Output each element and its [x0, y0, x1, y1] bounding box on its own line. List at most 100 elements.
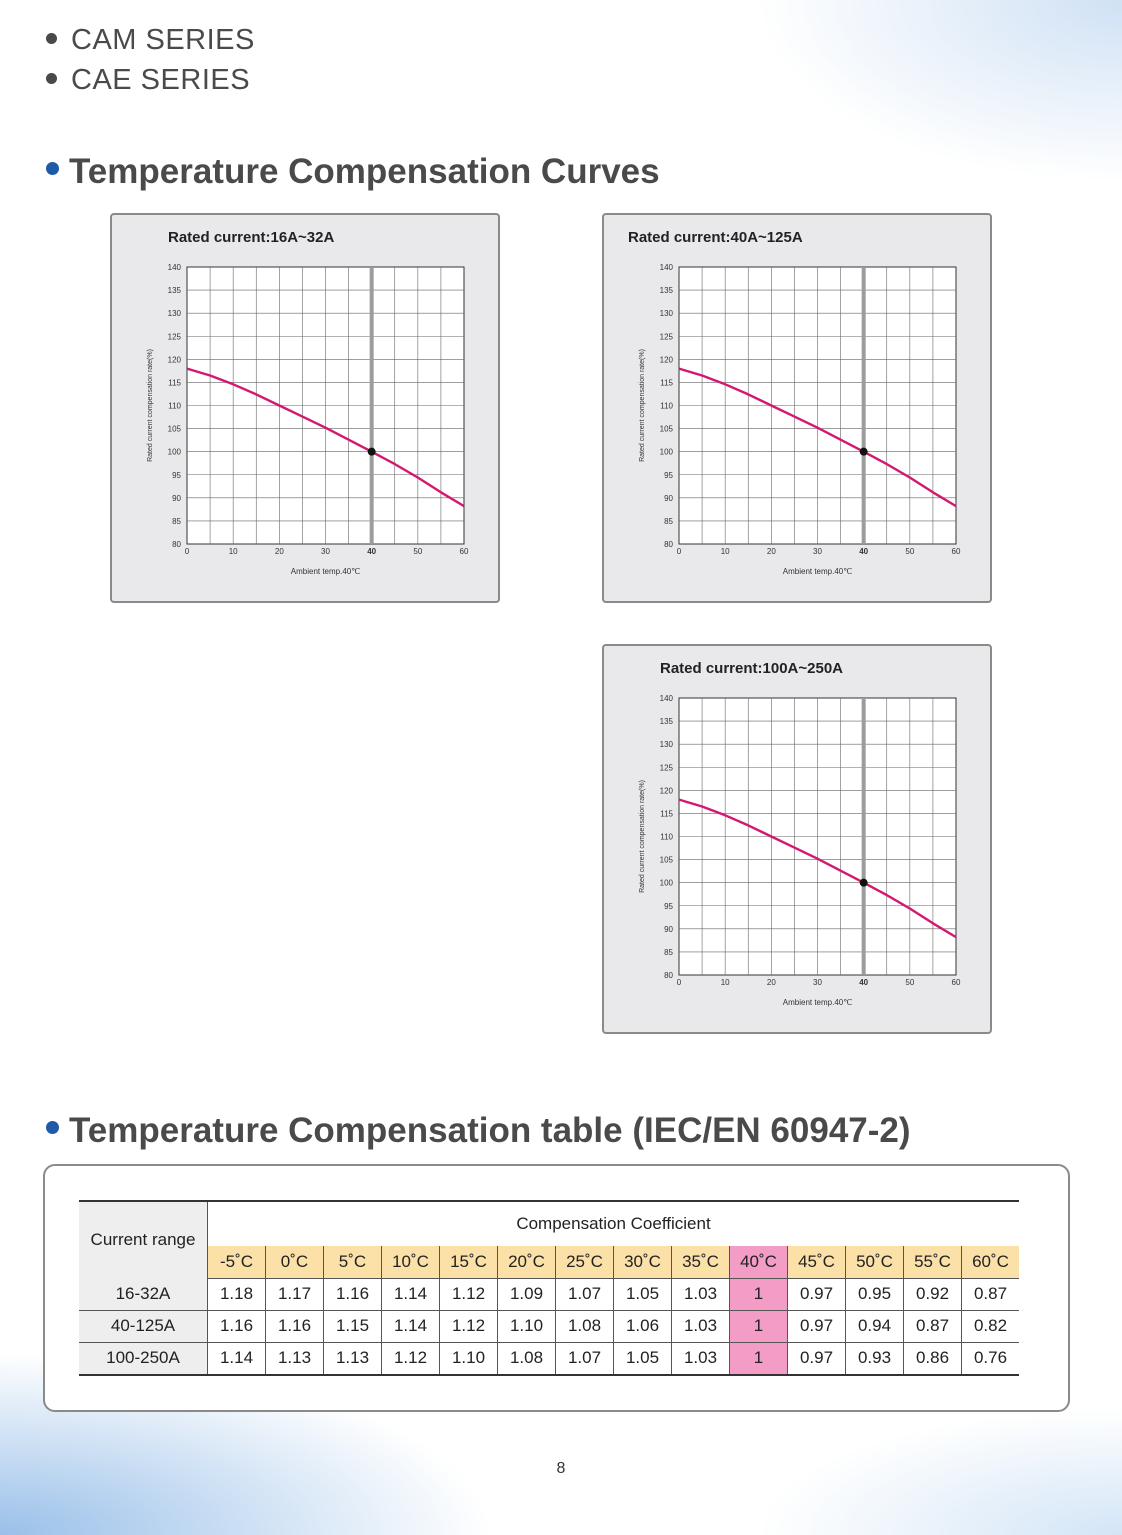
temperature-header-cell: 55˚C: [903, 1246, 962, 1279]
range-column-header: Current range: [79, 1200, 208, 1278]
y-tick-label: 100: [660, 879, 674, 888]
bullet-icon: [46, 32, 57, 44]
series-item-cam: CAM SERIES: [46, 24, 255, 57]
coefficient-cell: 1.16: [207, 1310, 266, 1343]
y-tick-label: 115: [660, 809, 673, 818]
curves-section-title: Temperature Compensation Curves: [46, 152, 660, 192]
current-range-cell: 16-32A: [79, 1278, 208, 1311]
x-tick-label: 20: [767, 547, 776, 556]
coefficient-cell: 0.97: [787, 1342, 846, 1376]
coefficient-cell: 1.14: [381, 1278, 440, 1311]
y-tick-label: 140: [660, 694, 674, 703]
y-tick-label: 130: [660, 740, 674, 749]
coefficient-cell: 0.86: [903, 1342, 962, 1376]
table-row: 40-125A 1.16 1.16 1.15 1.14 1.12 1.10 1.08 1.06 1…: [79, 1310, 1019, 1343]
temperature-header-cell: 45˚C: [787, 1246, 846, 1279]
x-axis-label: Ambient temp.40℃: [783, 567, 852, 576]
coefficient-cell: 1.05: [613, 1278, 672, 1311]
temperature-header-cell: 0˚C: [265, 1246, 324, 1279]
y-tick-label: 110: [660, 402, 673, 411]
temperature-header-cell: 10˚C: [381, 1246, 440, 1279]
x-tick-label: 50: [905, 547, 914, 556]
y-tick-label: 125: [660, 763, 674, 772]
coefficient-cell: 1: [729, 1310, 788, 1343]
x-tick-label: 20: [275, 547, 284, 556]
chart-title: Rated current:40A~125A: [628, 229, 803, 246]
series-label: CAE SERIES: [71, 64, 251, 96]
temperature-header-cell: 50˚C: [845, 1246, 904, 1279]
coefficient-cell: 0.82: [961, 1310, 1019, 1343]
coefficient-cell: 1.13: [323, 1342, 382, 1376]
coefficient-cell: 1.07: [555, 1278, 614, 1311]
y-tick-label: 95: [172, 471, 181, 480]
coefficient-cell: 0.97: [787, 1310, 846, 1343]
table-row: 16-32A 1.18 1.17 1.16 1.14 1.12 1.09 1.07 1.05 1.…: [79, 1278, 1019, 1311]
temperature-header-cell: 40˚C: [729, 1246, 788, 1279]
reference-point: [367, 447, 376, 456]
y-tick-label: 85: [172, 517, 181, 526]
bullet-icon: [46, 162, 59, 176]
x-tick-label: 50: [905, 978, 914, 987]
table-row: 100-250A 1.14 1.13 1.13 1.12 1.10 1.08 1.07 1.05…: [79, 1342, 1019, 1376]
compensation-curve: [678, 367, 957, 508]
coefficient-cell: 1.14: [207, 1342, 266, 1376]
table-body: 16-32A 1.18 1.17 1.16 1.14 1.12 1.09 1.07 1.05 1.…: [79, 1278, 1019, 1376]
y-tick-label: 100: [660, 448, 674, 457]
coefficient-cell: 1.18: [207, 1278, 266, 1311]
coefficient-cell: 0.92: [903, 1278, 962, 1311]
y-tick-label: 125: [660, 332, 674, 341]
temperature-header-cell: 35˚C: [671, 1246, 730, 1279]
chart-title: Rated current:100A~250A: [660, 660, 843, 677]
coefficient-cell: 0.76: [961, 1342, 1019, 1376]
x-tick-label: 30: [813, 547, 822, 556]
x-tick-label: 60: [952, 978, 961, 987]
coefficient-cell: 1.15: [323, 1310, 382, 1343]
coefficient-cell: 1.08: [497, 1342, 556, 1376]
y-axis-label: Rated current compensation rate(%): [147, 349, 154, 462]
page-number: 8: [556, 1460, 566, 1477]
table-section-title: Temperature Compensation table (IEC/EN 6…: [46, 1111, 911, 1151]
coefficient-cell: 1.08: [555, 1310, 614, 1343]
coefficient-header: Compensation Coefficient: [207, 1199, 1019, 1247]
chart-panel-40-125a: Rated current:40A~125A 80 85 90 95 100 105 110…: [602, 213, 992, 603]
coefficient-cell: 1: [729, 1342, 788, 1376]
y-tick-label: 130: [168, 309, 182, 318]
bullet-icon: [46, 1121, 59, 1135]
x-tick-label: 20: [767, 978, 776, 987]
y-tick-label: 120: [660, 355, 674, 364]
y-tick-label: 140: [660, 263, 674, 272]
y-tick-label: 135: [660, 717, 674, 726]
temperature-header-cell: 15˚C: [439, 1246, 498, 1279]
coefficient-cell: 1.10: [439, 1342, 498, 1376]
y-axis-label: Rated current compensation rate(%): [639, 780, 646, 893]
chart-svg: 80 85 90 95 100 105 110 115 120 125 130 135 140 0 10 20…: [639, 694, 961, 1007]
y-tick-label: 80: [664, 971, 673, 980]
y-tick-label: 110: [168, 402, 181, 411]
x-tick-label: 10: [229, 547, 238, 556]
current-range-cell: 100-250A: [79, 1342, 208, 1376]
series-label: CAM SERIES: [71, 24, 255, 56]
y-tick-label: 90: [172, 494, 181, 503]
coefficient-cell: 1.10: [497, 1310, 556, 1343]
reference-point: [859, 447, 868, 456]
x-tick-label: 60: [460, 547, 469, 556]
table-section-title-text: Temperature Compensation table (IEC/EN 6…: [69, 1111, 911, 1150]
coefficient-cell: 0.93: [845, 1342, 904, 1376]
chart-svg: 80 85 90 95 100 105 110 115 120 125 130 135 140 0 10 20…: [639, 263, 961, 576]
current-range-cell: 40-125A: [79, 1310, 208, 1343]
y-tick-label: 90: [664, 494, 673, 503]
coefficient-cell: 0.94: [845, 1310, 904, 1343]
y-tick-label: 135: [660, 286, 674, 295]
compensation-table: Current range Compensation Coefficient -…: [79, 1199, 1019, 1376]
x-tick-label: 30: [321, 547, 330, 556]
x-tick-label: 0: [677, 547, 682, 556]
temperature-header-cell: -5˚C: [207, 1246, 266, 1279]
y-tick-label: 125: [168, 332, 182, 341]
coefficient-cell: 1.05: [613, 1342, 672, 1376]
y-tick-label: 120: [660, 786, 674, 795]
y-tick-label: 105: [660, 425, 674, 434]
coefficient-cell: 1.16: [323, 1278, 382, 1311]
x-tick-label: 0: [185, 547, 190, 556]
y-tick-label: 135: [168, 286, 182, 295]
coefficient-cell: 0.95: [845, 1278, 904, 1311]
